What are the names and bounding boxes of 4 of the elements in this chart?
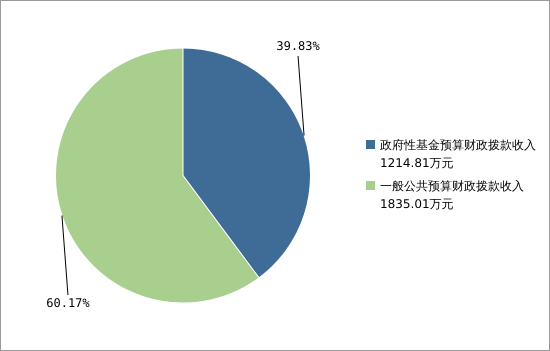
legend-label: 政府性基金预算财政拨款收入1214.81万元 [380, 138, 536, 170]
legend-label: 一般公共预算财政拨款收入1835.01万元 [380, 179, 524, 211]
data-label: 60.17% [46, 296, 90, 310]
data-label: 39.83% [276, 39, 320, 54]
